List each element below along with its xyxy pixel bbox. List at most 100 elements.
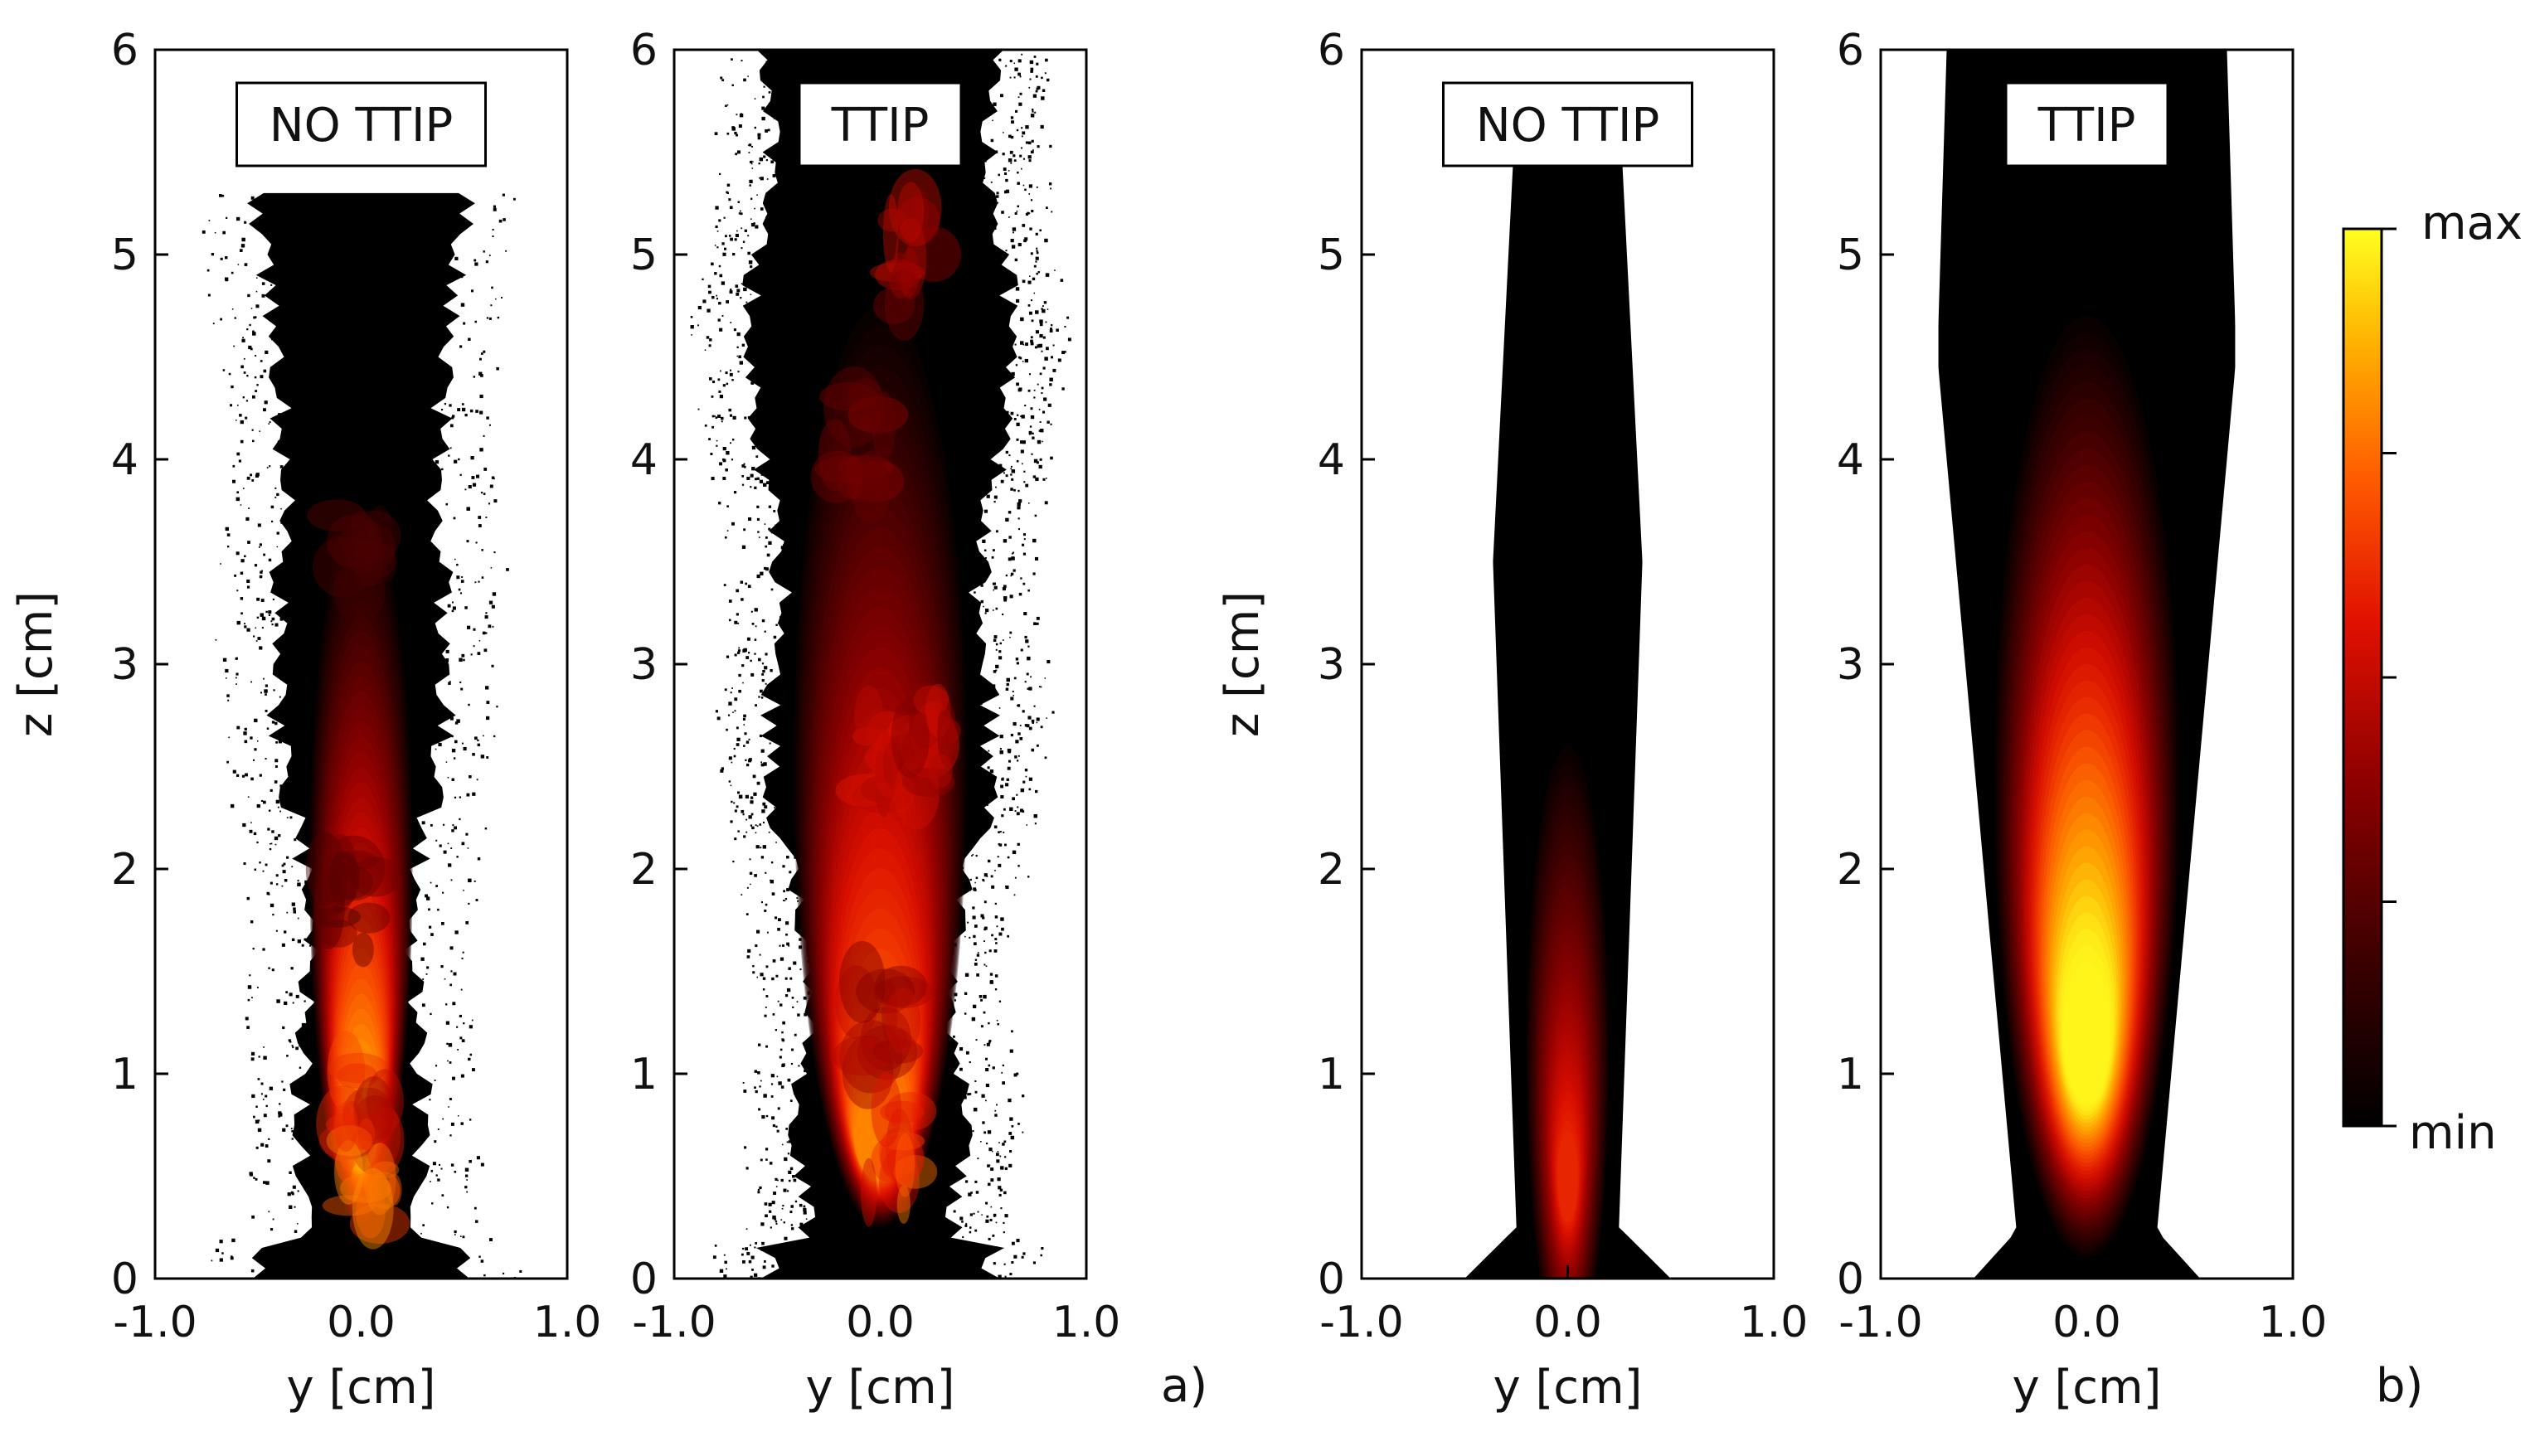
speckle bbox=[986, 1143, 988, 1145]
speckle bbox=[1018, 102, 1022, 106]
speckle bbox=[218, 194, 222, 197]
speckle bbox=[1012, 797, 1015, 801]
speckle bbox=[1027, 876, 1030, 878]
speckle bbox=[1034, 789, 1038, 794]
speckle bbox=[246, 328, 249, 331]
speckle bbox=[442, 891, 444, 894]
speckle bbox=[762, 845, 767, 849]
speckle bbox=[1002, 153, 1005, 156]
speckle bbox=[747, 251, 750, 255]
speckle bbox=[271, 337, 274, 341]
speckle bbox=[1002, 613, 1004, 616]
speckle bbox=[1003, 172, 1008, 175]
speckle bbox=[1015, 658, 1019, 661]
intensity-blob bbox=[339, 1173, 392, 1203]
speckle bbox=[1011, 245, 1016, 249]
speckle bbox=[253, 1177, 255, 1179]
speckle bbox=[258, 1056, 260, 1058]
speckle bbox=[790, 1139, 793, 1142]
speckle bbox=[279, 810, 282, 813]
speckle bbox=[266, 891, 270, 895]
speckle bbox=[472, 792, 476, 796]
speckle bbox=[426, 966, 430, 969]
speckle bbox=[459, 796, 461, 798]
speckle bbox=[212, 323, 215, 325]
speckle bbox=[1022, 1131, 1024, 1133]
speckle bbox=[725, 371, 728, 375]
speckle bbox=[480, 755, 485, 759]
plume-silhouette bbox=[1464, 152, 1671, 1279]
speckle bbox=[1027, 589, 1030, 592]
speckle bbox=[280, 507, 282, 510]
speckle bbox=[1029, 78, 1032, 80]
speckle bbox=[730, 820, 733, 823]
speckle bbox=[1001, 211, 1004, 214]
speckle bbox=[250, 736, 253, 740]
speckle bbox=[433, 478, 435, 482]
intensity-blob bbox=[882, 194, 899, 273]
speckle bbox=[974, 1180, 978, 1183]
intensity-blob bbox=[852, 781, 912, 813]
speckle bbox=[996, 1159, 1000, 1163]
speckle bbox=[727, 714, 731, 716]
intensity-blob bbox=[882, 770, 915, 813]
speckle bbox=[724, 688, 727, 692]
speckle bbox=[974, 962, 978, 966]
intensity-layer bbox=[849, 1028, 911, 1185]
speckle bbox=[500, 297, 503, 298]
intensity-layer bbox=[333, 903, 389, 1190]
speckle bbox=[225, 677, 227, 679]
speckle bbox=[786, 1190, 789, 1192]
speckle bbox=[483, 350, 486, 353]
speckle bbox=[770, 1074, 775, 1078]
speckle bbox=[974, 1090, 978, 1094]
speckle bbox=[987, 859, 991, 863]
speckle bbox=[263, 408, 266, 412]
speckle bbox=[1004, 271, 1008, 274]
speckle bbox=[295, 1046, 299, 1051]
speckle bbox=[437, 908, 439, 911]
intensity-layer bbox=[337, 963, 386, 1184]
speckle bbox=[464, 488, 467, 491]
speckle bbox=[275, 929, 278, 932]
speckle bbox=[246, 896, 250, 900]
speckle bbox=[1028, 184, 1032, 188]
intensity-layer bbox=[1526, 745, 1610, 1279]
speckle bbox=[460, 687, 464, 691]
speckle bbox=[456, 563, 459, 566]
intensity-blob bbox=[823, 366, 885, 448]
intensity-blob bbox=[875, 259, 921, 291]
intensity-blob bbox=[838, 455, 894, 478]
speckle bbox=[981, 1214, 983, 1216]
speckle bbox=[1000, 784, 1004, 789]
speckle bbox=[751, 145, 753, 148]
intensity-blob bbox=[873, 976, 934, 1009]
intensity-blob bbox=[343, 1101, 362, 1139]
speckle bbox=[973, 839, 977, 843]
speckle bbox=[750, 294, 752, 295]
speckle bbox=[1044, 756, 1047, 760]
speckle bbox=[1014, 212, 1017, 215]
speckle bbox=[1037, 145, 1040, 148]
speckle bbox=[486, 416, 489, 420]
intensity-layer bbox=[1551, 1051, 1585, 1251]
speckle bbox=[992, 609, 994, 611]
speckle bbox=[468, 1057, 471, 1061]
speckle bbox=[994, 1109, 997, 1112]
speckle bbox=[959, 1047, 964, 1051]
intensity-layer bbox=[796, 346, 964, 1225]
speckle bbox=[711, 295, 715, 299]
speckle bbox=[1036, 250, 1038, 252]
speckle bbox=[269, 465, 271, 468]
speckle bbox=[999, 1155, 1002, 1158]
speckle bbox=[1011, 1241, 1015, 1245]
speckle bbox=[276, 999, 280, 1003]
speckle bbox=[454, 1171, 457, 1173]
speckle bbox=[1035, 75, 1038, 78]
speckle bbox=[274, 765, 278, 769]
speckle bbox=[739, 113, 744, 118]
speckle bbox=[1041, 391, 1043, 395]
intensity-layer bbox=[315, 601, 407, 1219]
speckle bbox=[1052, 368, 1056, 372]
speckle bbox=[249, 974, 251, 977]
